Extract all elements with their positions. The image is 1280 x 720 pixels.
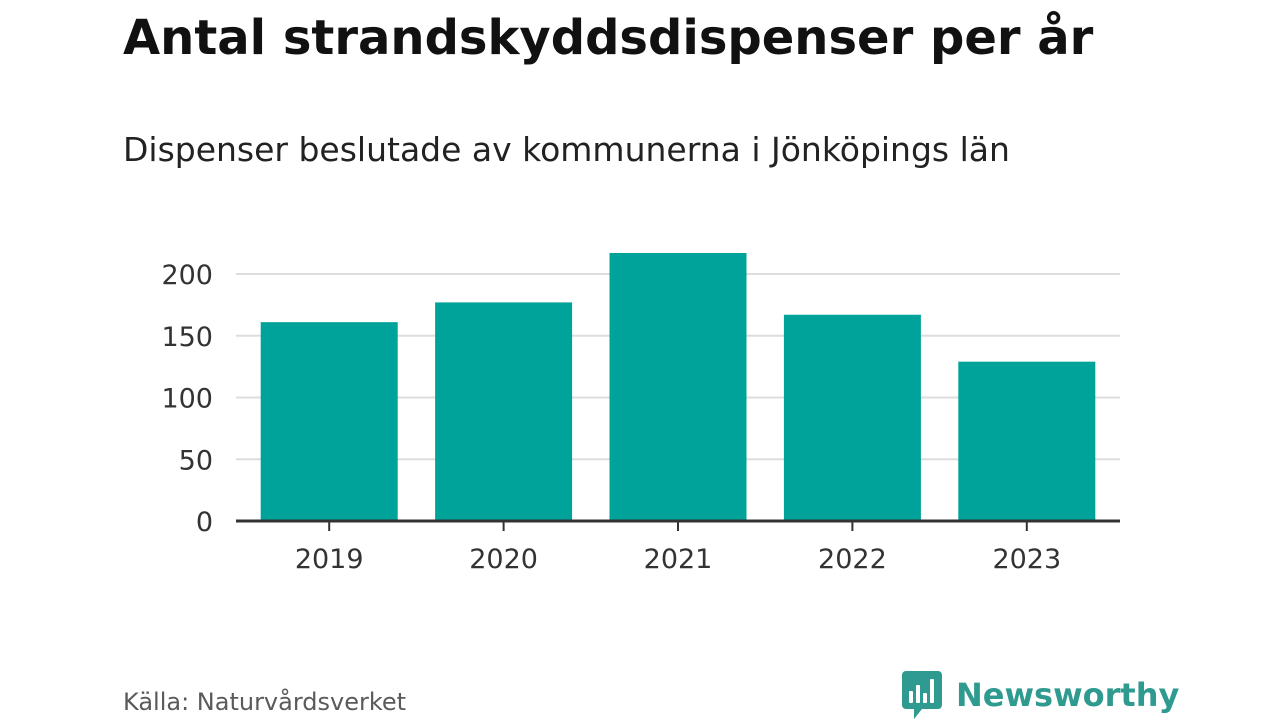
bar-2023	[958, 362, 1095, 521]
x-tick-label: 2020	[469, 544, 538, 575]
newsworthy-logo: Newsworthy	[902, 671, 1179, 719]
bar-2019	[261, 322, 398, 521]
source-note: Källa: Naturvårdsverket	[123, 686, 406, 718]
x-tick-label: 2023	[992, 544, 1061, 575]
x-tick-label: 2021	[644, 544, 713, 575]
y-tick-label: 50	[179, 445, 213, 476]
y-tick-label: 150	[161, 322, 213, 353]
bar-chart: 0 50 100 150 200 2019 2020 2021 2022 2023	[0, 0, 1280, 720]
x-tick-label: 2019	[295, 544, 364, 575]
y-tick-label: 0	[196, 507, 213, 538]
y-tick-label: 200	[161, 260, 213, 291]
brand-name: Newsworthy	[956, 675, 1179, 715]
bars	[261, 253, 1096, 521]
y-tick-label: 100	[161, 384, 213, 415]
bar-2022	[784, 315, 921, 521]
x-tick-label: 2022	[818, 544, 887, 575]
bar-2021	[610, 253, 747, 521]
bar-chart-speech-bubble-icon	[902, 671, 942, 719]
bar-2020	[435, 302, 572, 521]
